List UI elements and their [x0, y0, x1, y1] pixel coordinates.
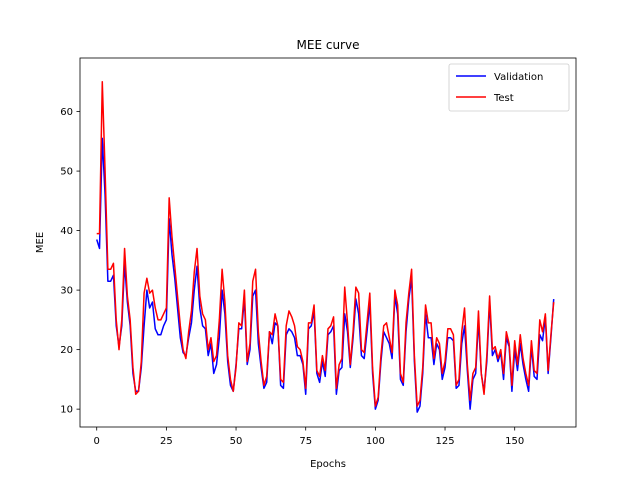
y-tick-label: 30 — [60, 286, 73, 297]
x-tick-label: 125 — [435, 436, 454, 447]
x-tick-label: 150 — [505, 436, 524, 447]
ticks-layer: 0 25 50 75 100 125 150 10 20 30 40 50 60 — [60, 107, 524, 447]
chart-title: MEE curve — [297, 38, 360, 52]
x-tick-label: 75 — [299, 436, 312, 447]
legend: Validation Test — [448, 63, 570, 112]
legend-label-test: Test — [493, 93, 514, 104]
y-tick-label: 10 — [60, 405, 73, 416]
y-tick-label: 20 — [60, 345, 73, 356]
y-tick-label: 40 — [60, 226, 73, 237]
x-tick-label: 50 — [230, 436, 243, 447]
series-line-test — [96, 81, 555, 407]
x-tick-label: 0 — [94, 436, 100, 447]
legend-label-validation: Validation — [494, 72, 543, 83]
axes-frame — [79, 57, 577, 428]
y-tick-label: 60 — [60, 107, 73, 118]
x-tick-label: 25 — [160, 436, 173, 447]
x-axis-label: Epochs — [310, 459, 346, 470]
y-axis-label: MEE — [35, 232, 46, 253]
series-layer — [96, 81, 555, 413]
x-tick-label: 100 — [366, 436, 385, 447]
y-tick-label: 50 — [60, 167, 73, 178]
